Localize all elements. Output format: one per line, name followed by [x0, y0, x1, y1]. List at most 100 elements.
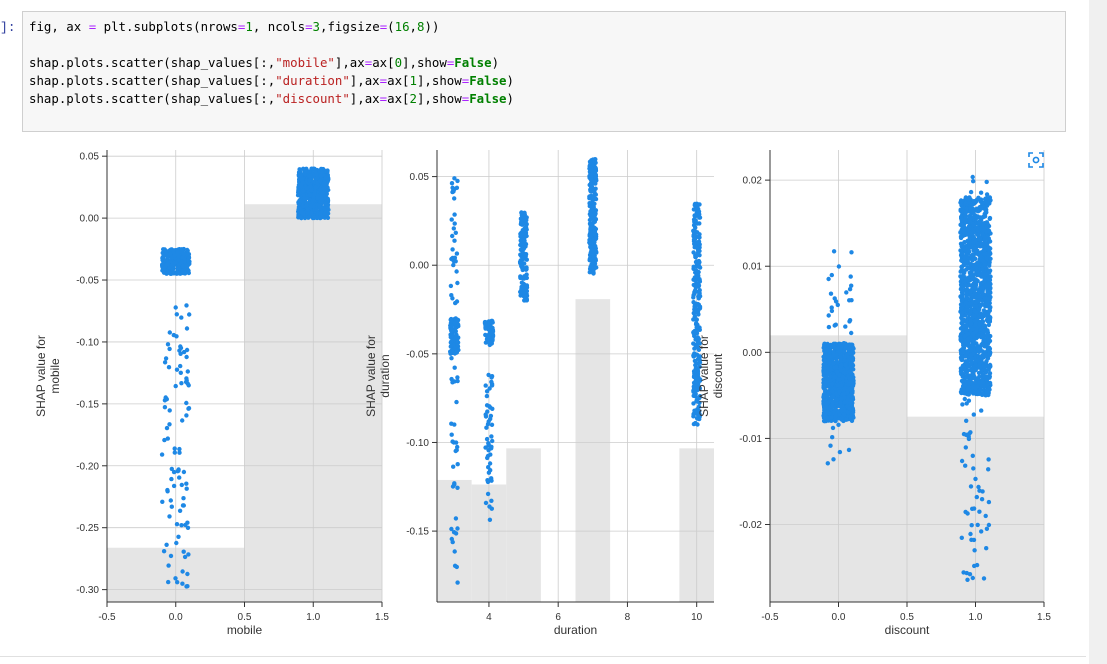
scatter-point [163, 395, 168, 400]
scatter-point [821, 394, 826, 399]
scatter-point [163, 356, 169, 361]
scatter-point [984, 225, 990, 230]
scatter-point [960, 402, 965, 407]
fullscreen-button[interactable] [1024, 148, 1048, 172]
scatter-point [312, 215, 317, 220]
scatter-point [298, 184, 304, 189]
scatter-point [180, 581, 185, 586]
scatter-point [311, 166, 316, 171]
scatter-point [588, 187, 593, 193]
scatter-point [522, 293, 527, 298]
scatter-point [974, 494, 979, 500]
scatter-point [166, 365, 172, 370]
scatter-point [315, 196, 321, 201]
scatter-point [840, 374, 846, 380]
scatter-point [826, 324, 832, 330]
scatter-point [164, 425, 170, 431]
scatter-point [972, 303, 977, 309]
scatter-point [974, 299, 980, 304]
scatter-point [823, 411, 829, 416]
scatter-point [838, 400, 843, 405]
y-tick-label: -0.20 [76, 461, 99, 472]
scatter-point [167, 346, 172, 352]
code-token: = [379, 73, 388, 88]
scatter-point [960, 289, 965, 294]
scatter-point [973, 322, 978, 327]
scatter-point [175, 249, 181, 255]
scatter-point [160, 262, 165, 267]
scatter-point [971, 506, 977, 511]
scatter-point [167, 514, 172, 519]
scatter-point [303, 169, 309, 174]
scatter-point [482, 321, 488, 326]
scatter-point [968, 189, 974, 195]
scatter-point [974, 277, 979, 283]
y-tick-label: -0.10 [76, 337, 99, 348]
scatter-point [524, 265, 529, 270]
scatter-point [969, 253, 974, 259]
scatter-point [166, 579, 171, 585]
scatter-point [842, 386, 847, 391]
x-tick-label: 0.0 [169, 612, 183, 623]
scatter-point [848, 415, 853, 420]
scatter-point [823, 380, 829, 385]
scatter-point [693, 254, 698, 260]
scatter-point [450, 380, 455, 385]
code-token: False [469, 91, 507, 106]
scatter-point [830, 435, 835, 440]
scatter-point [827, 360, 832, 366]
y-axis-label-line: duration [378, 354, 392, 397]
code-token: = [461, 91, 470, 106]
code-token: 1 [245, 19, 253, 34]
shap-scatter-figure: -0.5 0.0 0.5 1.0 1.5 0.05 0.00 -0.05 -0.10 -0.15 -… [34, 150, 1051, 637]
scatter-point [971, 235, 976, 240]
scatter-point [821, 398, 826, 404]
scatter-point [847, 346, 852, 351]
scatter-point [959, 250, 964, 256]
scatter-point [587, 217, 593, 223]
scatter-point [161, 268, 167, 273]
scatter-point [963, 214, 968, 219]
code-token: ],show [416, 91, 462, 106]
code-token: = [379, 19, 388, 34]
scatter-point [450, 247, 455, 252]
vertical-scrollbar[interactable] [1089, 0, 1107, 664]
scatter-point [830, 404, 835, 409]
y-tick-label: 0.05 [410, 172, 430, 183]
scatter-point [963, 382, 968, 387]
scatter-point [488, 452, 493, 457]
scatter-point [986, 392, 991, 398]
scatter-point [971, 313, 977, 319]
scatter-point [177, 446, 182, 452]
code-cell-editor[interactable]: fig, ax = plt.subplots(nrows=1, ncols=3,… [22, 11, 1066, 132]
scatter-point [986, 253, 991, 259]
y-tick-label: -0.02 [739, 520, 762, 531]
scatter-point [970, 327, 975, 332]
scatter-point [310, 198, 315, 203]
scatter-point [968, 484, 974, 489]
scatter-point [185, 267, 191, 273]
scatter-point [968, 205, 973, 211]
scatter-point [976, 333, 982, 339]
x-tick-label: 1.5 [375, 612, 389, 623]
scatter-point [831, 457, 836, 462]
scatter-point [971, 338, 976, 343]
code-token: 1 [409, 73, 417, 88]
scatter-point [832, 323, 837, 328]
scatter-point [832, 296, 837, 301]
scatter-point [839, 362, 844, 368]
code-text[interactable]: fig, ax = plt.subplots(nrows=1, ncols=3,… [23, 12, 1065, 108]
code-token: = [364, 55, 373, 70]
scatter-point [960, 228, 965, 234]
scatter-point [486, 448, 491, 453]
scatter-point [828, 291, 834, 296]
code-line: shap.plots.scatter(shap_values[:,"durati… [29, 73, 514, 88]
y-axis-label: SHAP value forduration [364, 335, 392, 417]
scatter-point [170, 268, 175, 274]
code-token: False [454, 55, 492, 70]
scatter-point [455, 343, 460, 348]
scatter-point [162, 247, 167, 252]
scatter-point [177, 508, 183, 513]
scatter-point [969, 274, 974, 279]
scatter-point [184, 263, 190, 269]
